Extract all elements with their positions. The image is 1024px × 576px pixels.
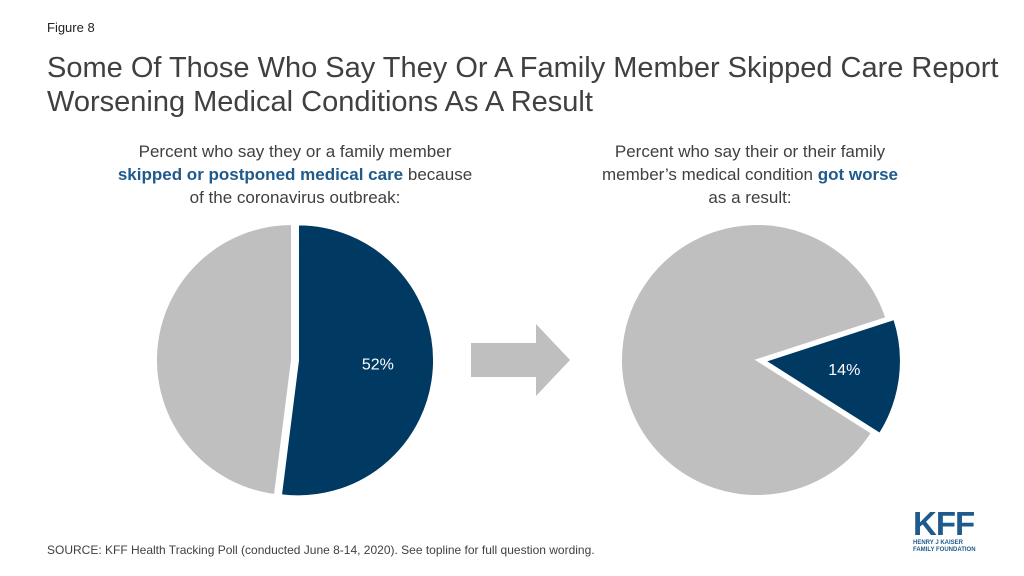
right-subtitle-highlight: got worse <box>817 165 899 184</box>
right-subtitle-line2: member’s medical condition got worse <box>560 163 940 186</box>
right-subtitle-before-highlight: member’s medical condition <box>601 165 818 184</box>
right-arrow-icon <box>471 324 570 396</box>
right-subtitle-line1: Percent who say their or their family <box>614 142 886 161</box>
left-pie-chart: 52% <box>155 222 436 498</box>
figure-label: Figure 8 <box>47 20 95 35</box>
left-chart-subtitle: Percent who say they or a family member … <box>40 140 550 209</box>
pie2-slice-highlight <box>762 317 902 436</box>
logo-line2: FAMILY FOUNDATION <box>913 547 976 553</box>
pie2-slice-rest <box>620 223 888 497</box>
left-subtitle-line3: of the coronavirus outbreak: <box>189 188 401 207</box>
right-pie-chart: 14% <box>620 223 902 497</box>
left-subtitle-highlight: skipped or postponed medical care <box>117 165 404 184</box>
logo-mark: KFF <box>913 505 975 542</box>
pie1-slice-rest <box>155 222 293 497</box>
right-subtitle-line3: as a result: <box>708 188 792 207</box>
left-subtitle-line1: Percent who say they or a family member <box>138 142 452 161</box>
pie1-slice-highlight <box>279 223 436 498</box>
pie1-data-label: 52% <box>362 357 394 374</box>
left-subtitle-after-highlight: because <box>403 165 473 184</box>
kff-logo: KFF HENRY J KAISER FAMILY FOUNDATION <box>913 505 993 560</box>
right-chart-subtitle: Percent who say their or their family me… <box>560 140 940 209</box>
left-subtitle-line2: skipped or postponed medical care becaus… <box>40 163 550 186</box>
pie2-data-label: 14% <box>828 362 860 379</box>
chart-title: Some Of Those Who Say They Or A Family M… <box>47 52 999 118</box>
logo-line1: HENRY J KAISER <box>913 540 964 546</box>
source-note: SOURCE: KFF Health Tracking Poll (conduc… <box>47 543 595 557</box>
